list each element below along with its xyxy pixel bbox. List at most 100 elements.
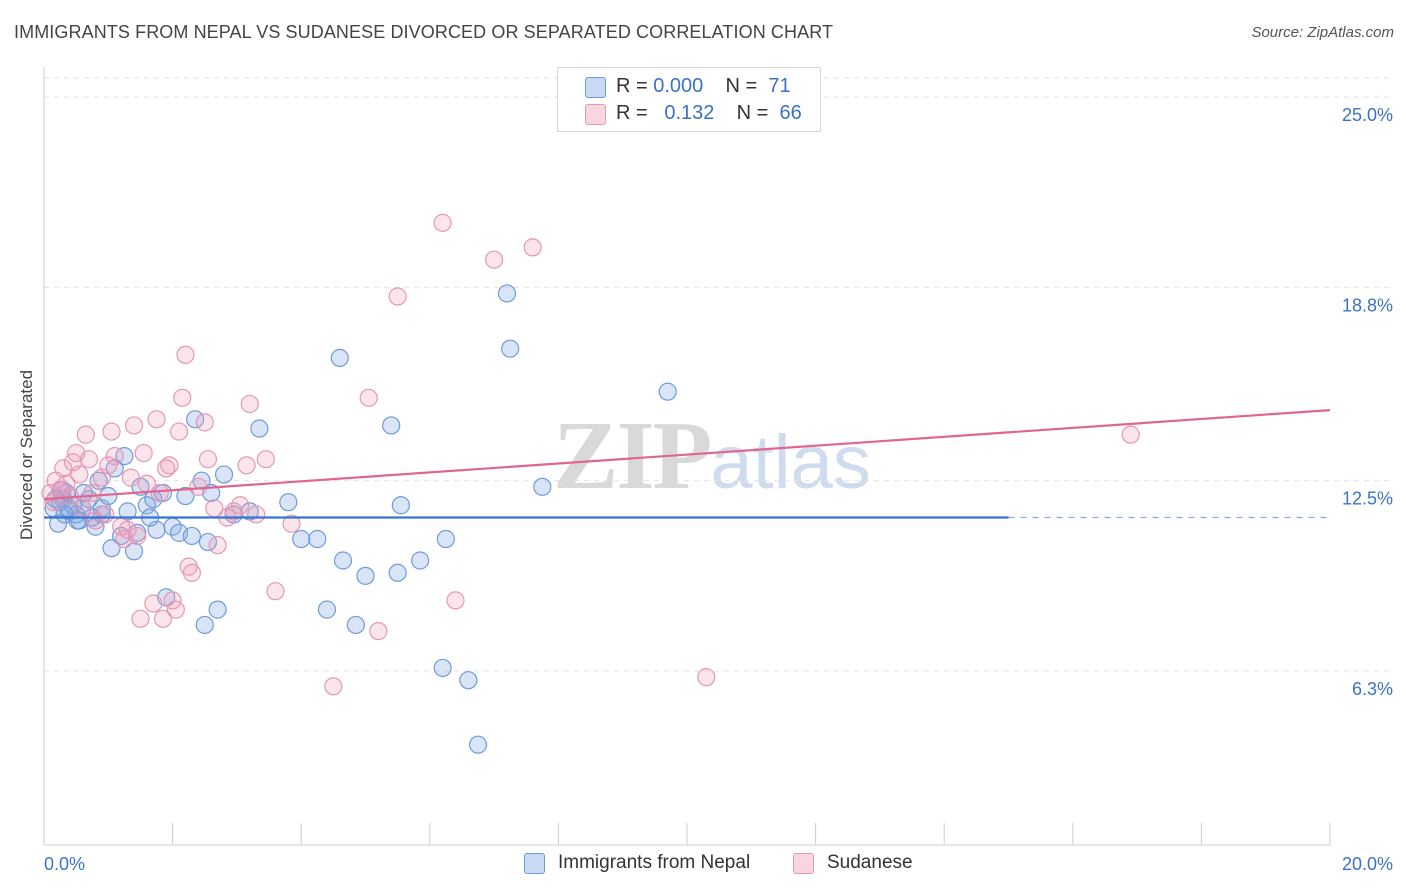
sudanese-point	[237, 456, 256, 475]
r-label: R =	[616, 75, 648, 97]
sudanese-point	[160, 456, 179, 475]
sudanese-point	[105, 447, 124, 466]
chart-title: IMMIGRANTS FROM NEPAL VS SUDANESE DIVORC…	[14, 22, 834, 42]
sudanese-point	[150, 483, 169, 503]
nepal-point	[182, 526, 201, 546]
source-label: Source: ZipAtlas.com	[1251, 24, 1394, 41]
x-tick-label: 0.0%	[44, 854, 85, 874]
sudanese-point	[256, 450, 275, 469]
nepal-point	[49, 514, 68, 533]
sudanese-point	[44, 493, 63, 512]
y-tick-label: 12.5%	[1342, 489, 1393, 509]
nepal-point	[346, 615, 365, 635]
sudanese-point	[102, 422, 121, 441]
sudanese-point	[198, 450, 218, 469]
sudanese-point	[369, 621, 388, 641]
sudanese-point	[76, 425, 95, 444]
sudanese-point	[182, 563, 201, 582]
sudanese-point	[131, 609, 150, 628]
sudanese-point	[176, 345, 195, 364]
sudanese-point	[324, 677, 343, 696]
nepal-point	[330, 348, 349, 368]
sudanese-point	[523, 238, 542, 257]
sudanese-point	[208, 536, 227, 555]
sudanese-point	[83, 483, 102, 503]
sudanese-point	[485, 250, 504, 269]
stats-text-nepal: R = 0.000 N = 71	[616, 75, 791, 98]
n-label: N =	[736, 102, 769, 124]
sudanese-point	[86, 511, 105, 530]
y-tick-label: 6.3%	[1352, 679, 1393, 699]
y-tick-label: 18.8%	[1342, 295, 1393, 315]
sudanese-point	[99, 456, 118, 475]
sudanese-point	[446, 591, 465, 610]
sudanese-point	[173, 388, 192, 407]
nepal-point	[497, 284, 517, 303]
sudanese-point	[144, 594, 163, 613]
sudanese-point	[79, 450, 99, 469]
nepal-point	[214, 465, 234, 484]
nepal-point	[333, 551, 353, 570]
sudanese-trend-line	[43, 408, 1331, 501]
sudanese-point	[231, 496, 250, 515]
series-legend: Immigrants from Nepal Sudanese	[0, 851, 1406, 879]
nepal-point	[468, 735, 488, 754]
nepal-point	[382, 416, 401, 435]
r-label: R =	[616, 102, 648, 124]
nepal-swatch	[585, 77, 606, 98]
nepal-legend-swatch	[524, 853, 545, 874]
sudanese-point	[57, 474, 76, 493]
legend-label-sudanese: Sudanese	[827, 852, 913, 873]
nepal-point	[411, 551, 430, 570]
nepal-point	[388, 563, 407, 582]
sudanese-point	[157, 459, 176, 478]
r-value: 0.132	[664, 102, 715, 124]
nepal-point	[124, 542, 144, 561]
sudanese-point	[95, 505, 115, 524]
sudanese-swatch	[585, 104, 606, 125]
sudanese-legend-swatch	[793, 853, 814, 874]
nepal-point	[208, 600, 227, 619]
sudanese-point	[359, 388, 378, 407]
sudanese-point	[121, 468, 140, 487]
sudanese-point	[240, 394, 259, 414]
nepal-point	[317, 600, 337, 619]
nepal-point	[459, 671, 478, 690]
stats-legend: R = 0.000 N = 71 R = 0.132 N = 66	[557, 67, 821, 132]
sudanese-point	[124, 416, 144, 435]
sudanese-point	[697, 668, 716, 687]
legend-label-nepal: Immigrants from Nepal	[558, 852, 751, 873]
sudanese-point	[169, 422, 189, 441]
nepal-point	[292, 529, 311, 549]
sudanese-point	[147, 410, 166, 429]
sudanese-point	[134, 443, 153, 463]
nepal-point	[391, 496, 410, 515]
sudanese-point	[73, 499, 92, 518]
nepal-point	[195, 615, 214, 635]
nepal-point	[356, 566, 375, 585]
nepal-point	[279, 493, 298, 512]
nepal-point	[250, 419, 269, 438]
sudanese-point	[128, 526, 147, 546]
nepal-point	[115, 447, 134, 466]
nepal-point	[533, 477, 552, 496]
y-axis-label: Divorced or Separated	[17, 369, 36, 541]
sudanese-point	[266, 582, 285, 601]
r-value: 0.000	[653, 75, 704, 97]
nepal-point	[658, 382, 677, 401]
n-value: 71	[768, 75, 791, 97]
nepal-point	[176, 486, 195, 506]
sudanese-point	[247, 505, 266, 524]
nepal-point	[433, 658, 452, 678]
nepal-point	[501, 339, 520, 358]
y-tick-label: 25.0%	[1342, 105, 1393, 125]
n-label: N =	[725, 75, 758, 97]
sudanese-point	[433, 213, 452, 232]
sudanese-point	[153, 609, 173, 628]
nepal-point	[118, 502, 137, 521]
sudanese-point	[195, 413, 214, 432]
sudanese-point	[70, 465, 89, 484]
nepal-point	[102, 539, 121, 558]
sudanese-point	[1121, 425, 1140, 444]
